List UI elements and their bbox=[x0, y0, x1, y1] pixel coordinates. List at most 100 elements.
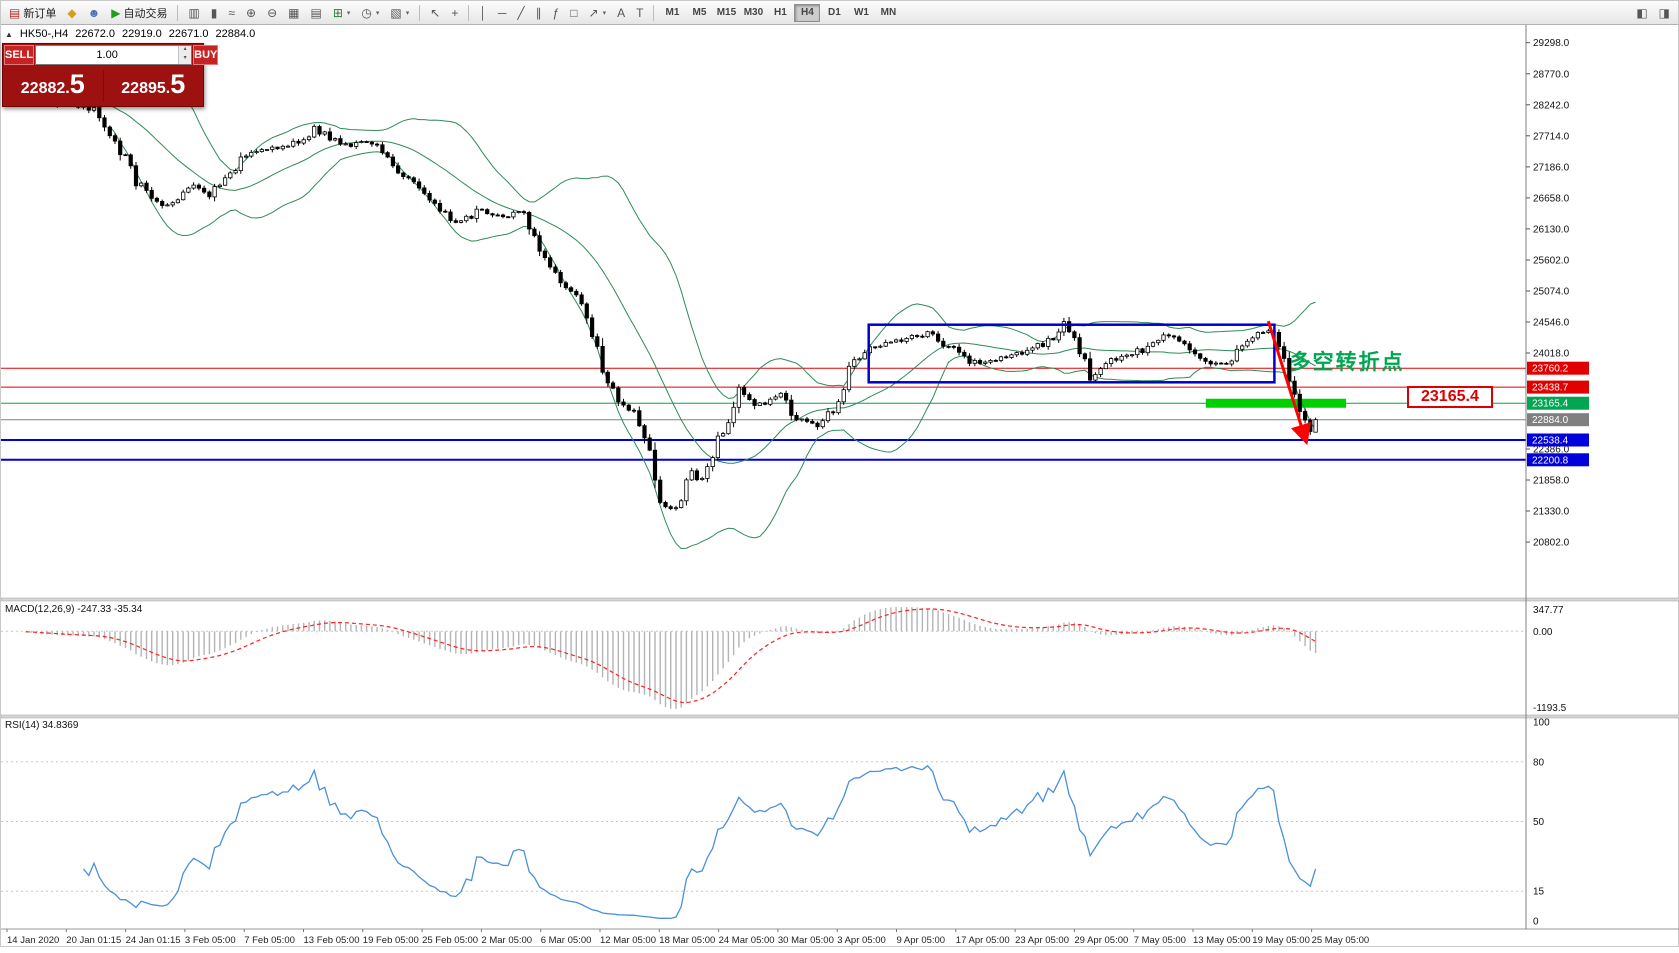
timeframe-d1-button[interactable]: D1 bbox=[821, 4, 847, 22]
low-value: 22671.0 bbox=[168, 28, 209, 40]
toolbar-separator bbox=[419, 4, 421, 21]
time-axis-label: 23 Apr 05:00 bbox=[1015, 935, 1069, 946]
time-axis-label: 14 Jan 2020 bbox=[7, 935, 59, 946]
svg-text:23438.7: 23438.7 bbox=[1532, 383, 1569, 394]
price-level-axis-label: 22200.8 bbox=[1527, 453, 1589, 467]
symbols-button[interactable]: ◆ bbox=[62, 3, 81, 23]
volume-input[interactable] bbox=[36, 46, 179, 64]
crosshair-button[interactable]: + bbox=[446, 3, 463, 23]
zoom-out-icon: ⊖ bbox=[267, 5, 278, 20]
time-axis-label: 18 Mar 05:00 bbox=[659, 935, 715, 946]
fibonacci-icon: ƒ bbox=[552, 5, 560, 20]
templates-button[interactable]: ▧ ▾ bbox=[385, 3, 414, 23]
one-click-collapse-icon[interactable]: ▲ bbox=[5, 29, 13, 39]
crosshair-icon: + bbox=[451, 5, 459, 20]
templates-icon: ▧ bbox=[390, 5, 402, 20]
time-axis-label: 17 Apr 05:00 bbox=[956, 935, 1010, 946]
line-chart-button[interactable]: ≈ bbox=[223, 3, 240, 23]
axis-label: 20802.0 bbox=[1533, 538, 1570, 549]
expand-button[interactable]: ◨ bbox=[1654, 3, 1675, 23]
timeframe-w1-button[interactable]: W1 bbox=[848, 4, 874, 22]
profiles-clock-button[interactable]: ◷ ▾ bbox=[356, 3, 384, 23]
new-order-button[interactable]: ▤ 新订单 bbox=[4, 3, 61, 23]
zoom-in-icon: ⊕ bbox=[246, 5, 257, 20]
docking-icon: ◧ bbox=[1636, 5, 1648, 20]
rsi-label: RSI(14) 34.8369 bbox=[5, 720, 78, 731]
candlestick-chart-button[interactable]: ▮ bbox=[206, 3, 223, 23]
sell-button[interactable]: SELL bbox=[4, 45, 35, 65]
axis-label: 25074.0 bbox=[1533, 287, 1570, 298]
vertical-line-button[interactable]: │ bbox=[474, 3, 492, 23]
rsi-name: RSI(14) bbox=[5, 720, 40, 731]
expand-icon: ◨ bbox=[1658, 5, 1670, 20]
axis-label: 28242.0 bbox=[1533, 100, 1570, 111]
tile-windows-button[interactable]: ▦ bbox=[283, 3, 304, 23]
trend-arrow[interactable] bbox=[1266, 320, 1312, 446]
bollinger-bands bbox=[109, 67, 1317, 550]
price-callout[interactable]: 23165.4 bbox=[1407, 386, 1493, 408]
line-chart-icon: ≈ bbox=[228, 5, 235, 20]
horizontal-line-button[interactable]: ─ bbox=[493, 3, 512, 23]
panel-separator[interactable] bbox=[0, 714, 1679, 719]
zoom-in-button[interactable]: ⊕ bbox=[241, 3, 261, 23]
arrows-button[interactable]: ↗ ▾ bbox=[584, 3, 612, 23]
timeframe-h1-button[interactable]: H1 bbox=[767, 4, 793, 22]
timeframe-m15-button[interactable]: M15 bbox=[713, 4, 739, 22]
time-axis-label: 30 Mar 05:00 bbox=[778, 935, 834, 946]
arrange-windows-button[interactable]: ▤ bbox=[305, 3, 326, 23]
trendline-button[interactable]: ╱ bbox=[512, 3, 529, 23]
axis-label: 27714.0 bbox=[1533, 131, 1570, 142]
arrows-icon: ↗ bbox=[588, 5, 599, 20]
axis-label: 24546.0 bbox=[1533, 318, 1570, 329]
consolidation-box[interactable] bbox=[867, 323, 1276, 384]
panel-separator[interactable] bbox=[0, 597, 1679, 602]
timeframe-m1-button[interactable]: M1 bbox=[659, 4, 685, 22]
fibonacci-button[interactable]: ƒ bbox=[548, 3, 565, 23]
text-button[interactable]: A bbox=[612, 3, 630, 23]
axis-label: 26130.0 bbox=[1533, 224, 1570, 235]
timeframe-m30-button[interactable]: M30 bbox=[740, 4, 766, 22]
time-axis-label: 24 Jan 01:15 bbox=[126, 935, 181, 946]
bar-chart-button[interactable]: ▥ bbox=[183, 3, 204, 23]
volume-increase-button[interactable]: ▴ bbox=[183, 46, 187, 52]
high-value: 22919.0 bbox=[121, 28, 162, 40]
axis-label: 347.77 bbox=[1533, 605, 1564, 616]
time-axis-label: 24 Mar 05:00 bbox=[719, 935, 775, 946]
auto-trading-button[interactable]: ▶ 自动交易 bbox=[106, 3, 172, 23]
main-toolbar: ▤ 新订单 ◆ ☻ ▶ 自动交易 ▥ ▮ ≈ ⊕ ⊖ ▦ ▤ ⊞ ▾ ◷ ▾ ▧ ▾ ↖ + │ ─ ╱ ∥ ƒ □ ↗… bbox=[1, 1, 1678, 25]
timeframe-m5-button[interactable]: M5 bbox=[686, 4, 712, 22]
time-axis-label: 29 Apr 05:00 bbox=[1074, 935, 1128, 946]
shapes-button[interactable]: □ bbox=[565, 3, 582, 23]
timeframe-h4-button[interactable]: H4 bbox=[794, 3, 821, 22]
axis-label: -1193.5 bbox=[1533, 703, 1567, 714]
axis-label: 100 bbox=[1533, 718, 1550, 729]
annotation-text[interactable]: 多空转折点 bbox=[1289, 350, 1405, 374]
volume-decrease-button[interactable]: ▾ bbox=[183, 55, 187, 61]
dropdown-arrow-icon: ▾ bbox=[405, 9, 410, 17]
axis-label: 25602.0 bbox=[1533, 256, 1570, 267]
buy-price-pips: 5 bbox=[170, 68, 186, 99]
profile-button[interactable]: ☻ bbox=[83, 3, 106, 23]
cursor-button[interactable]: ↖ bbox=[425, 3, 445, 23]
text-label-button[interactable]: T bbox=[631, 3, 648, 23]
sell-price[interactable]: 22882.5 bbox=[3, 64, 103, 109]
buy-price-main: 22895. bbox=[121, 79, 171, 97]
timeframe-mn-button[interactable]: MN bbox=[875, 4, 901, 22]
buy-button[interactable]: BUY bbox=[193, 45, 219, 65]
equidistant-channel-button[interactable]: ∥ bbox=[531, 3, 547, 23]
svg-text:22200.8: 22200.8 bbox=[1532, 455, 1569, 466]
new-chart-button[interactable]: ⊞ ▾ bbox=[328, 3, 356, 23]
auto-trading-icon: ▶ bbox=[111, 5, 121, 20]
buy-price[interactable]: 22895.5 bbox=[104, 64, 204, 109]
macd-histogram bbox=[25, 607, 1317, 709]
open-value: 22672.0 bbox=[75, 28, 115, 40]
docking-button[interactable]: ◧ bbox=[1631, 3, 1652, 23]
axis-label: 15 bbox=[1533, 887, 1545, 898]
zoom-out-button[interactable]: ⊖ bbox=[262, 3, 282, 23]
time-axis-label: 19 Feb 05:00 bbox=[363, 935, 419, 946]
axis-label: 0 bbox=[1533, 917, 1539, 928]
equidistant-channel-icon: ∥ bbox=[535, 5, 542, 20]
time-axis-label: 3 Apr 05:00 bbox=[837, 935, 886, 946]
dropdown-arrow-icon: ▾ bbox=[602, 9, 607, 17]
